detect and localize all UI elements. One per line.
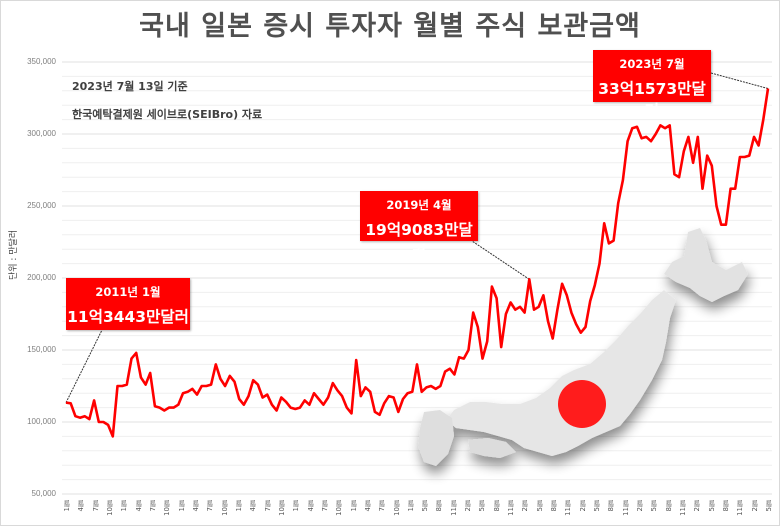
- x-tick-label: 7월: [148, 500, 157, 512]
- x-tick-label: 1월: [349, 500, 358, 512]
- x-tick-label: 8월: [435, 500, 444, 512]
- x-tick-label: 5월: [707, 500, 716, 512]
- x-tick-label: 10월: [392, 500, 401, 516]
- x-tick-label: 1월: [406, 500, 415, 512]
- x-tick-label: 4월: [191, 500, 200, 512]
- japan-sun-circle: [558, 380, 606, 428]
- callout-date: 2019년 4월: [386, 198, 452, 212]
- x-tick-label: 2월: [521, 500, 530, 512]
- x-tick-label: 1월: [234, 500, 243, 512]
- callout-value: 19억9083만달러: [365, 221, 473, 261]
- x-tick-label: 2월: [578, 500, 587, 512]
- y-tick-label: 100,000: [27, 417, 56, 426]
- callout-date: 2023년 7월: [619, 57, 685, 71]
- x-tick-label: 1월: [63, 500, 71, 512]
- callout-value: 33억1573만달러: [598, 80, 706, 120]
- x-tick-label: 10월: [163, 500, 172, 516]
- x-tick-label: 5월: [421, 500, 430, 512]
- x-tick-label: 10월: [105, 500, 114, 516]
- callout-2023-07: 2023년 7월 33억1573만달러: [593, 50, 711, 120]
- x-tick-label: 4월: [249, 500, 258, 512]
- callout-date: 2011년 1월: [95, 285, 161, 299]
- x-tick-label: 8월: [722, 500, 731, 512]
- x-tick-label: 1월: [292, 500, 301, 512]
- source-note: 한국예탁결제원 세이브로(SEIBro) 자료: [72, 108, 263, 121]
- x-tick-label: 5월: [535, 500, 544, 512]
- y-tick-label: 150,000: [27, 345, 56, 354]
- x-tick-label: 2월: [464, 500, 473, 512]
- x-tick-label: 7월: [378, 500, 387, 512]
- x-tick-label: 11월: [736, 500, 745, 516]
- x-tick-label: 11월: [621, 500, 630, 516]
- callout-value: 11억3443만달러: [67, 308, 189, 326]
- x-tick-label: 7월: [263, 500, 272, 512]
- chart-title: 국내 일본 증시 투자자 월별 주식 보관금액: [139, 11, 641, 42]
- x-tick-label: 10월: [277, 500, 286, 516]
- x-tick-label: 7월: [206, 500, 215, 512]
- x-tick-label: 11월: [679, 500, 688, 516]
- x-tick-label: 11월: [507, 500, 516, 516]
- x-tick-label: 2월: [693, 500, 702, 512]
- y-tick-label: 200,000: [27, 273, 56, 282]
- callout-2019-04: 2019년 4월 19억9083만달러: [360, 191, 478, 261]
- x-tick-label: 7월: [91, 500, 100, 512]
- data-line: [65, 88, 770, 438]
- callout-2011-01: 2011년 1월 11억3443만달러: [66, 278, 190, 330]
- x-tick-label: 2월: [636, 500, 645, 512]
- japan-map-graphic: [418, 228, 748, 466]
- x-tick-label: 8월: [492, 500, 501, 512]
- x-tick-label: 7월: [320, 500, 329, 512]
- x-tick-label: 4월: [306, 500, 315, 512]
- y-tick-label: 50,000: [31, 489, 56, 498]
- x-tick-label: 4월: [363, 500, 372, 512]
- y-tick-label: 300,000: [27, 129, 56, 138]
- x-tick-label: 8월: [607, 500, 616, 512]
- x-tick-label: 1월: [120, 500, 129, 512]
- x-tick-label: 4월: [77, 500, 86, 512]
- x-tick-label: 10월: [220, 500, 229, 516]
- x-tick-label: 8월: [550, 500, 559, 512]
- x-tick-label: 5월: [478, 500, 487, 512]
- y-tick-label: 250,000: [27, 201, 56, 210]
- x-tick-label: 5월: [765, 500, 773, 512]
- x-tick-label: 1월: [177, 500, 186, 512]
- x-tick-label: 5월: [650, 500, 659, 512]
- date-basis-note: 2023년 7월 13일 기준: [72, 80, 188, 93]
- x-tick-label: 11월: [449, 500, 458, 516]
- x-tick-label: 8월: [664, 500, 673, 512]
- x-tick-label: 2월: [750, 500, 759, 512]
- x-tick-label: 10월: [335, 500, 344, 516]
- x-tick-label: 5월: [593, 500, 602, 512]
- y-axis-label: 단위 : 만달러: [9, 229, 19, 280]
- y-tick-label: 350,000: [27, 57, 56, 66]
- x-tick-label: 11월: [564, 500, 573, 516]
- x-tick-label: 4월: [134, 500, 143, 512]
